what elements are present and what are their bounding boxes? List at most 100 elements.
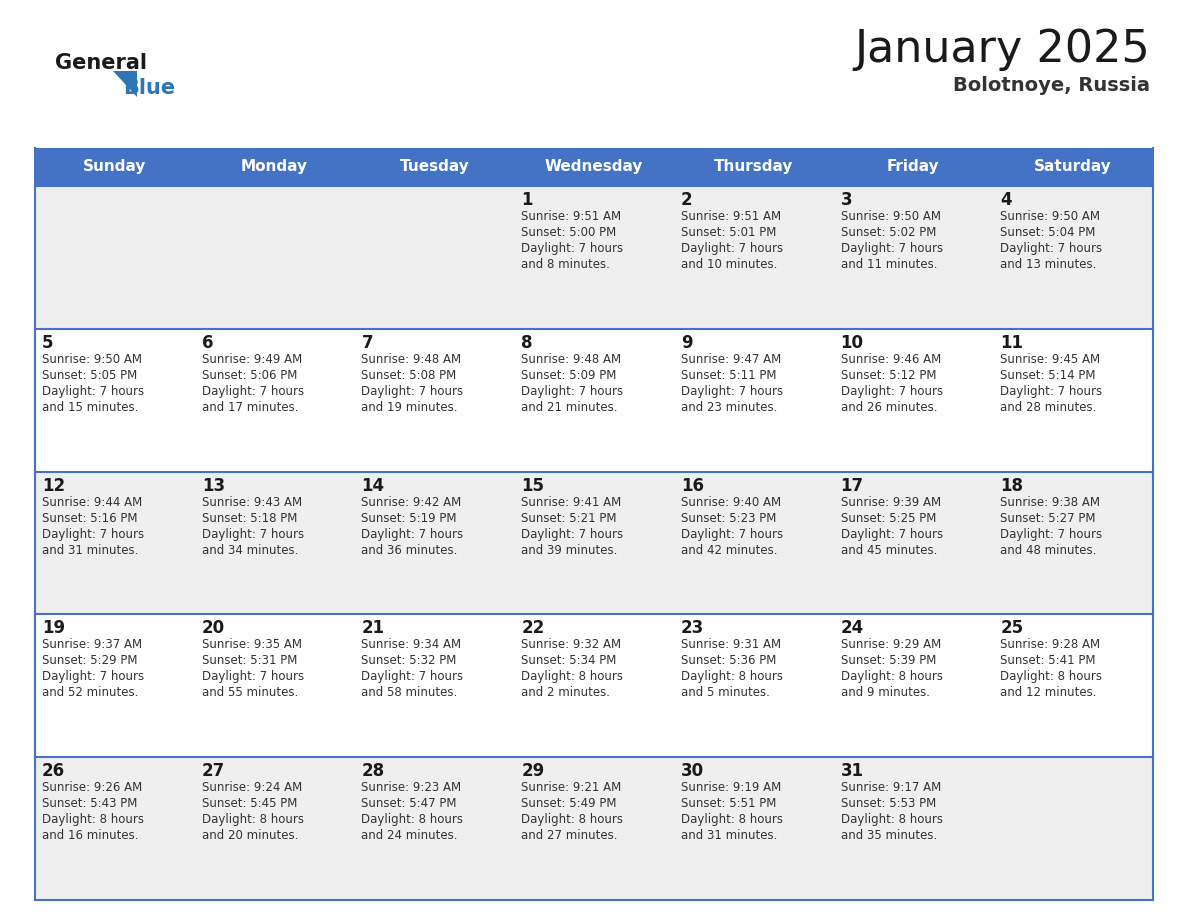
Text: Sunrise: 9:50 AM: Sunrise: 9:50 AM	[841, 210, 941, 223]
Text: Daylight: 7 hours: Daylight: 7 hours	[1000, 528, 1102, 541]
Text: 28: 28	[361, 762, 385, 780]
Text: 30: 30	[681, 762, 704, 780]
Text: Daylight: 8 hours: Daylight: 8 hours	[681, 813, 783, 826]
Text: Sunset: 5:02 PM: Sunset: 5:02 PM	[841, 226, 936, 239]
Text: Sunrise: 9:49 AM: Sunrise: 9:49 AM	[202, 353, 302, 365]
Text: and 13 minutes.: and 13 minutes.	[1000, 258, 1097, 271]
Text: Daylight: 7 hours: Daylight: 7 hours	[1000, 385, 1102, 397]
Text: 19: 19	[42, 620, 65, 637]
Text: Sunset: 5:18 PM: Sunset: 5:18 PM	[202, 511, 297, 524]
Text: Sunset: 5:39 PM: Sunset: 5:39 PM	[841, 655, 936, 667]
Text: Sunrise: 9:46 AM: Sunrise: 9:46 AM	[841, 353, 941, 365]
Text: and 21 minutes.: and 21 minutes.	[522, 401, 618, 414]
Bar	[674, 757, 834, 900]
Text: Sunrise: 9:42 AM: Sunrise: 9:42 AM	[361, 496, 462, 509]
Text: Daylight: 8 hours: Daylight: 8 hours	[841, 813, 942, 826]
Text: Daylight: 7 hours: Daylight: 7 hours	[42, 670, 144, 683]
Text: Daylight: 7 hours: Daylight: 7 hours	[361, 670, 463, 683]
Text: and 5 minutes.: and 5 minutes.	[681, 687, 770, 700]
Bar	[834, 329, 993, 472]
Text: Daylight: 7 hours: Daylight: 7 hours	[841, 528, 943, 541]
Text: Sunset: 5:41 PM: Sunset: 5:41 PM	[1000, 655, 1095, 667]
Text: and 58 minutes.: and 58 minutes.	[361, 687, 457, 700]
Text: and 12 minutes.: and 12 minutes.	[1000, 687, 1097, 700]
Text: 6: 6	[202, 334, 213, 352]
Bar	[834, 614, 993, 757]
Text: 20: 20	[202, 620, 225, 637]
Text: and 48 minutes.: and 48 minutes.	[1000, 543, 1097, 556]
Text: Sunrise: 9:24 AM: Sunrise: 9:24 AM	[202, 781, 302, 794]
Text: Daylight: 8 hours: Daylight: 8 hours	[202, 813, 304, 826]
Text: Sunset: 5:53 PM: Sunset: 5:53 PM	[841, 797, 936, 811]
Text: Sunrise: 9:17 AM: Sunrise: 9:17 AM	[841, 781, 941, 794]
Text: 12: 12	[42, 476, 65, 495]
Text: and 17 minutes.: and 17 minutes.	[202, 401, 298, 414]
Bar	[354, 614, 514, 757]
Bar	[674, 186, 834, 329]
Bar	[674, 148, 834, 186]
Bar	[354, 148, 514, 186]
Text: Sunrise: 9:19 AM: Sunrise: 9:19 AM	[681, 781, 781, 794]
Text: Blue: Blue	[124, 78, 175, 98]
Bar	[354, 472, 514, 614]
Text: Daylight: 7 hours: Daylight: 7 hours	[681, 242, 783, 255]
Text: Sunrise: 9:48 AM: Sunrise: 9:48 AM	[522, 353, 621, 365]
Text: Sunset: 5:08 PM: Sunset: 5:08 PM	[361, 369, 456, 382]
Text: Sunset: 5:04 PM: Sunset: 5:04 PM	[1000, 226, 1095, 239]
Bar	[514, 186, 674, 329]
Bar	[993, 186, 1154, 329]
Text: Daylight: 7 hours: Daylight: 7 hours	[361, 385, 463, 397]
Text: Daylight: 7 hours: Daylight: 7 hours	[202, 385, 304, 397]
Bar	[34, 329, 195, 472]
Bar	[195, 472, 354, 614]
Text: 22: 22	[522, 620, 544, 637]
Bar	[34, 472, 195, 614]
Text: and 36 minutes.: and 36 minutes.	[361, 543, 457, 556]
Text: Sunset: 5:05 PM: Sunset: 5:05 PM	[42, 369, 138, 382]
Bar	[514, 329, 674, 472]
Bar	[514, 148, 674, 186]
Text: Daylight: 7 hours: Daylight: 7 hours	[361, 528, 463, 541]
Text: 21: 21	[361, 620, 385, 637]
Text: 11: 11	[1000, 334, 1023, 352]
Text: and 31 minutes.: and 31 minutes.	[42, 543, 138, 556]
Text: and 42 minutes.: and 42 minutes.	[681, 543, 777, 556]
Text: Sunset: 5:27 PM: Sunset: 5:27 PM	[1000, 511, 1095, 524]
Text: Sunset: 5:51 PM: Sunset: 5:51 PM	[681, 797, 776, 811]
Text: and 19 minutes.: and 19 minutes.	[361, 401, 457, 414]
Text: Bolotnoye, Russia: Bolotnoye, Russia	[953, 76, 1150, 95]
Text: Sunset: 5:09 PM: Sunset: 5:09 PM	[522, 369, 617, 382]
Text: and 9 minutes.: and 9 minutes.	[841, 687, 929, 700]
Text: 29: 29	[522, 762, 544, 780]
Bar	[354, 186, 514, 329]
Text: Daylight: 7 hours: Daylight: 7 hours	[522, 242, 624, 255]
Text: Daylight: 8 hours: Daylight: 8 hours	[522, 813, 624, 826]
Text: Sunset: 5:12 PM: Sunset: 5:12 PM	[841, 369, 936, 382]
Bar	[354, 757, 514, 900]
Text: 27: 27	[202, 762, 225, 780]
Text: 4: 4	[1000, 191, 1012, 209]
Text: Sunrise: 9:23 AM: Sunrise: 9:23 AM	[361, 781, 462, 794]
Text: 5: 5	[42, 334, 53, 352]
Text: Sunset: 5:21 PM: Sunset: 5:21 PM	[522, 511, 617, 524]
Bar	[834, 148, 993, 186]
Text: 31: 31	[841, 762, 864, 780]
Text: Daylight: 7 hours: Daylight: 7 hours	[42, 528, 144, 541]
Text: Daylight: 8 hours: Daylight: 8 hours	[522, 670, 624, 683]
Text: Sunset: 5:31 PM: Sunset: 5:31 PM	[202, 655, 297, 667]
Text: Sunrise: 9:26 AM: Sunrise: 9:26 AM	[42, 781, 143, 794]
Bar	[34, 614, 195, 757]
Text: 23: 23	[681, 620, 704, 637]
Text: and 27 minutes.: and 27 minutes.	[522, 829, 618, 842]
Bar	[674, 472, 834, 614]
Text: 17: 17	[841, 476, 864, 495]
Text: and 11 minutes.: and 11 minutes.	[841, 258, 937, 271]
Text: Sunrise: 9:43 AM: Sunrise: 9:43 AM	[202, 496, 302, 509]
Bar	[195, 148, 354, 186]
Text: Friday: Friday	[887, 160, 940, 174]
Text: 10: 10	[841, 334, 864, 352]
Text: and 26 minutes.: and 26 minutes.	[841, 401, 937, 414]
Text: 3: 3	[841, 191, 852, 209]
Text: 8: 8	[522, 334, 532, 352]
Text: Sunset: 5:01 PM: Sunset: 5:01 PM	[681, 226, 776, 239]
